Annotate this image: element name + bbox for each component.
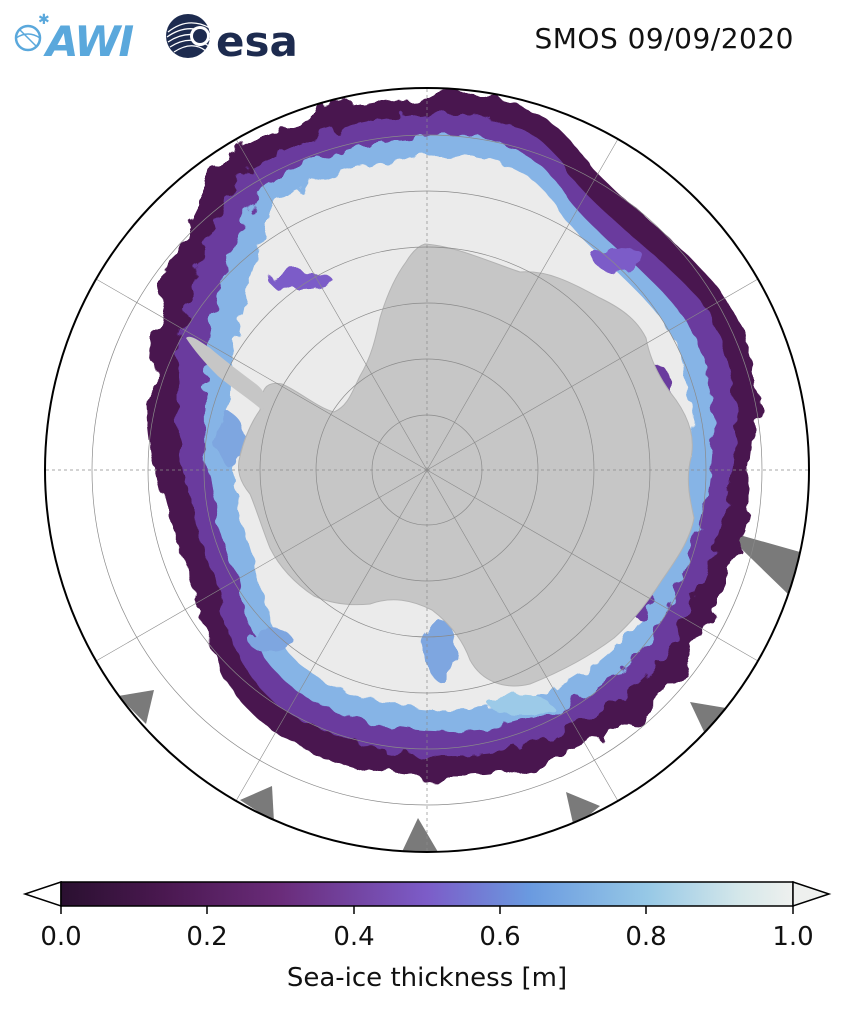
colorbar-ticks bbox=[60, 906, 794, 914]
meridians bbox=[45, 88, 809, 852]
awi-asterisk-icon: ✱ bbox=[38, 12, 50, 28]
map-boundary bbox=[44, 87, 810, 853]
colorbar-tick-label: 1.0 bbox=[772, 922, 814, 952]
colorbar-label: Sea-ice thickness [m] bbox=[286, 963, 568, 993]
colorbar-tick-label: 0.0 bbox=[40, 922, 82, 952]
colorbar-tick-label: 0.4 bbox=[333, 922, 375, 952]
colorbar-tick-label: 0.8 bbox=[625, 922, 667, 952]
antarctica-land bbox=[237, 243, 695, 687]
logos: ✱ AWI esa bbox=[14, 12, 298, 62]
colorbar-tick-label: 0.2 bbox=[186, 922, 228, 952]
map-title: SMOS 09/09/2020 bbox=[534, 22, 794, 55]
colorbar-extend-low bbox=[22, 880, 62, 908]
awi-logo-text: AWI bbox=[43, 17, 134, 62]
esa-logo-text: esa bbox=[216, 17, 298, 62]
meridians-oblique bbox=[95, 138, 759, 802]
colorbar-extend-high bbox=[792, 880, 832, 908]
awi-logo: ✱ AWI bbox=[14, 12, 136, 62]
colorbar-gradient bbox=[60, 881, 794, 907]
esa-logo: esa bbox=[166, 14, 298, 62]
no-data-wedges bbox=[118, 530, 800, 852]
colorbar bbox=[22, 880, 832, 914]
colorbar-tick-label: 0.6 bbox=[479, 922, 521, 952]
polar-map bbox=[44, 87, 810, 853]
